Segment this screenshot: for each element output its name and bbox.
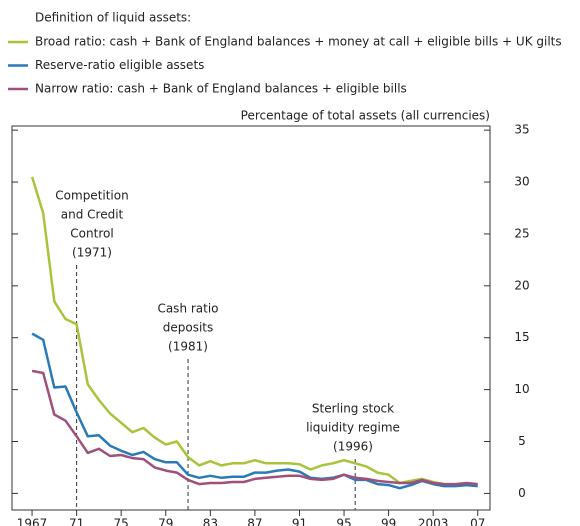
y-axis-label: Percentage of total assets (all currenci… (241, 109, 490, 123)
x-tick-label: 75 (114, 517, 129, 526)
y-tick-label: 20 (514, 278, 529, 292)
y-tick-label: 0 (518, 486, 526, 500)
x-tick-label: 07 (470, 517, 485, 526)
series-line (31, 369, 478, 486)
y-tick-label: 5 (518, 434, 526, 448)
x-tick-label: 91 (292, 517, 307, 526)
annotation-text: Sterling stock (312, 402, 394, 416)
x-tick-label: 83 (203, 517, 218, 526)
x-tick-label: 79 (158, 517, 173, 526)
legend-label: Broad ratio: cash + Bank of England bala… (35, 35, 562, 49)
x-tick-label: 2003 (418, 517, 449, 526)
annotation-text: Competition (55, 189, 128, 203)
series-line (30, 176, 478, 487)
x-tick-label: 71 (69, 517, 84, 526)
annotation-text: (1996) (333, 440, 373, 454)
series-line (31, 332, 478, 490)
y-tick-label: 25 (514, 226, 529, 240)
y-tick-label: 10 (514, 382, 529, 396)
annotation-text: (1981) (168, 340, 208, 354)
annotation-text: (1971) (72, 246, 112, 260)
y-tick-label: 35 (514, 123, 529, 137)
annotation-text: and Credit (61, 208, 124, 222)
annotation-text: Cash ratio (157, 302, 218, 316)
x-tick-label: 87 (247, 517, 262, 526)
x-tick-label: 1967 (17, 517, 48, 526)
annotation-text: liquidity regime (306, 421, 400, 435)
x-tick-label: 99 (381, 517, 396, 526)
y-tick-label: 15 (514, 330, 529, 344)
plot-frame (11, 125, 491, 511)
y-tick-label: 30 (514, 175, 529, 189)
annotation-text: deposits (163, 321, 214, 335)
legend-label: Narrow ratio: cash + Bank of England bal… (35, 82, 407, 96)
legend-title: Definition of liquid assets: (35, 11, 191, 25)
legend-label: Reserve-ratio eligible assets (35, 58, 204, 72)
annotation-text: Control (70, 227, 113, 241)
x-tick-label: 95 (336, 517, 351, 526)
